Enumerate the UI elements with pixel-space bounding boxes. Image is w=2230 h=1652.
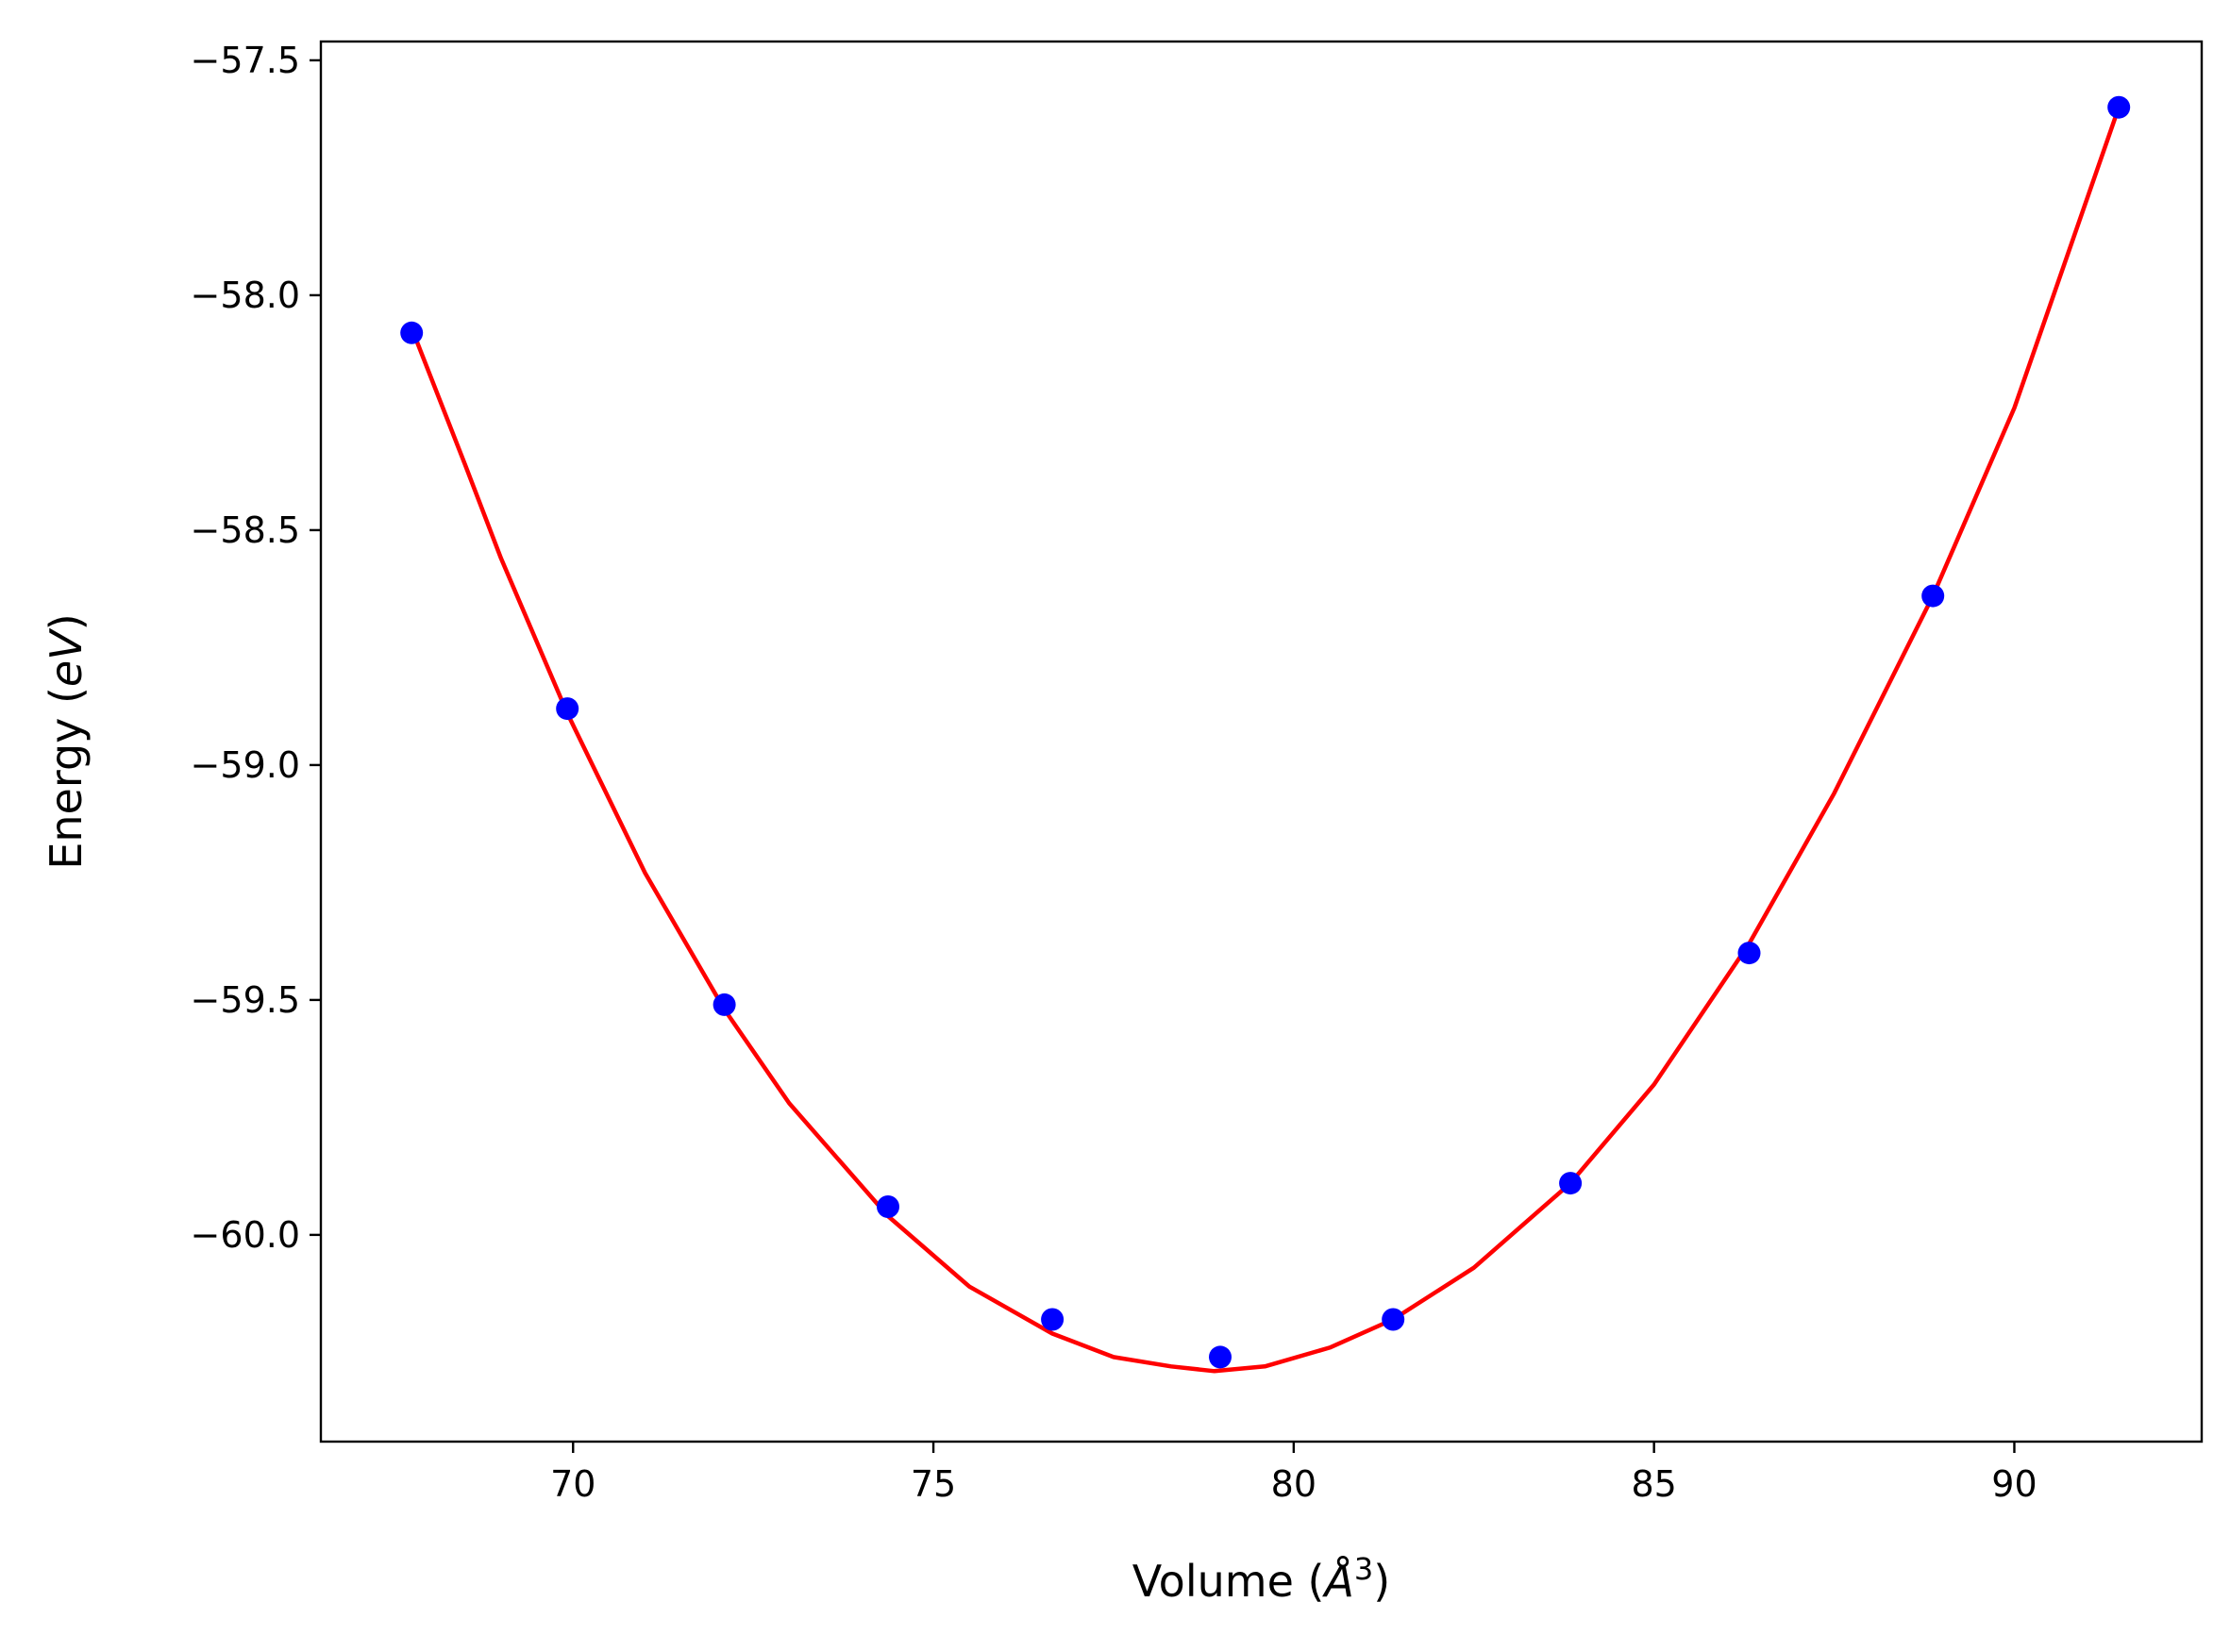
data-point <box>1041 1308 1065 1331</box>
x-axis-label-unit: Å <box>1321 1556 1353 1607</box>
y-tick-label: −59.0 <box>191 744 300 786</box>
x-tick-label: 70 <box>550 1463 595 1505</box>
y-tick-label: −57.5 <box>191 40 300 81</box>
x-axis-label-prefix: Volume ( <box>1132 1556 1325 1607</box>
x-tick-label: 85 <box>1631 1463 1676 1505</box>
x-axis-ticks: 70 75 80 85 90 <box>550 1442 2037 1505</box>
data-point <box>400 321 424 344</box>
y-tick-label: −58.5 <box>191 509 300 551</box>
x-axis-label: Volume (Å3) <box>1132 1551 1390 1607</box>
data-point <box>2107 95 2131 119</box>
x-axis-label-suffix: ) <box>1373 1556 1390 1607</box>
x-tick-label: 90 <box>1991 1463 2037 1505</box>
data-point <box>1737 942 1761 965</box>
data-point <box>713 993 736 1016</box>
x-axis-label-superscript: 3 <box>1354 1551 1373 1587</box>
y-tick-label: −58.0 <box>191 275 300 316</box>
y-axis-ticks: −57.5 −58.0 −58.5 −59.0 −59.5 −60.0 <box>191 40 321 1256</box>
x-tick-label: 80 <box>1271 1463 1316 1505</box>
y-tick-label: −59.5 <box>191 979 300 1021</box>
data-point <box>877 1195 899 1218</box>
data-point <box>556 697 579 721</box>
x-tick-label: 75 <box>911 1463 956 1505</box>
y-axis-label-unit: eV <box>41 627 92 687</box>
data-point <box>1921 584 1945 608</box>
axes-frame <box>319 40 2204 1443</box>
y-axis-label-prefix: Energy ( <box>41 687 92 870</box>
data-point <box>1209 1345 1232 1369</box>
y-axis-label: Energy (eV) <box>41 613 92 869</box>
plot-area <box>400 95 2131 1374</box>
y-axis-label-suffix: ) <box>41 613 92 630</box>
data-point <box>1382 1308 1405 1331</box>
data-point <box>1559 1172 1583 1195</box>
y-tick-label: −60.0 <box>191 1214 300 1256</box>
fit-curve-line <box>410 106 2121 1374</box>
